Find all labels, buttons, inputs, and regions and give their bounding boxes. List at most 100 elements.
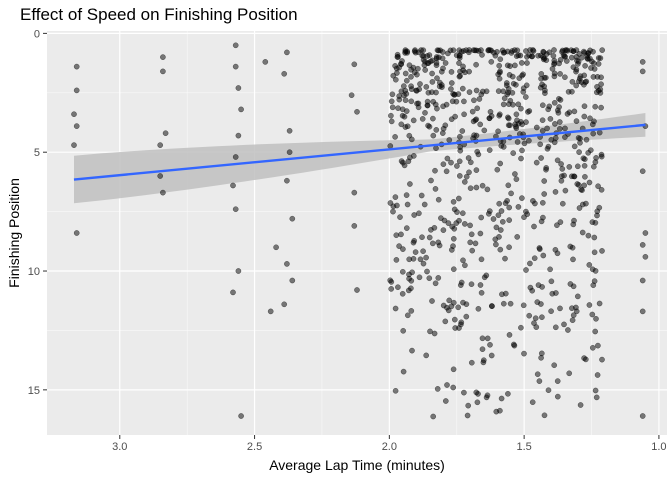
data-point bbox=[403, 225, 410, 231]
data-point bbox=[450, 366, 457, 373]
data-point bbox=[417, 81, 423, 87]
data-point bbox=[443, 168, 450, 175]
data-point bbox=[398, 60, 404, 67]
data-point bbox=[406, 256, 413, 263]
data-point bbox=[423, 254, 429, 261]
data-point bbox=[426, 234, 433, 241]
data-point bbox=[392, 134, 398, 140]
data-point bbox=[505, 390, 511, 397]
data-point bbox=[506, 332, 513, 338]
data-point bbox=[547, 266, 553, 273]
data-point bbox=[598, 104, 604, 111]
data-point bbox=[567, 243, 574, 250]
data-point bbox=[473, 167, 480, 173]
data-point bbox=[462, 262, 468, 269]
data-point bbox=[424, 268, 430, 275]
data-point bbox=[464, 412, 471, 419]
data-point bbox=[235, 85, 242, 91]
data-point bbox=[389, 104, 396, 111]
data-point bbox=[500, 101, 507, 108]
data-point bbox=[399, 290, 406, 297]
data-point bbox=[400, 368, 407, 375]
data-point bbox=[558, 161, 564, 167]
data-point bbox=[478, 47, 484, 53]
data-point bbox=[286, 149, 293, 156]
data-point bbox=[571, 143, 578, 150]
data-point bbox=[485, 210, 492, 217]
data-point bbox=[539, 117, 546, 124]
data-point bbox=[518, 155, 524, 162]
data-point bbox=[431, 330, 438, 337]
data-point bbox=[478, 214, 485, 221]
data-point bbox=[552, 121, 558, 127]
data-point bbox=[539, 314, 545, 321]
data-point bbox=[407, 154, 413, 161]
data-point bbox=[559, 166, 566, 172]
data-point bbox=[394, 51, 401, 58]
data-point bbox=[452, 325, 459, 331]
data-point bbox=[473, 184, 480, 191]
data-point bbox=[554, 157, 561, 164]
data-point bbox=[430, 132, 437, 139]
data-point bbox=[526, 137, 532, 144]
data-point bbox=[579, 229, 586, 236]
data-point bbox=[595, 61, 602, 67]
data-point bbox=[487, 47, 493, 53]
data-point bbox=[454, 163, 460, 169]
data-point bbox=[508, 50, 515, 56]
data-point bbox=[424, 53, 431, 59]
data-point bbox=[433, 89, 439, 96]
data-point bbox=[515, 204, 522, 210]
data-point bbox=[434, 386, 441, 392]
data-point bbox=[504, 197, 510, 204]
data-point bbox=[577, 135, 583, 142]
data-point bbox=[499, 291, 505, 298]
data-point bbox=[262, 59, 269, 65]
data-point bbox=[398, 88, 405, 95]
data-point bbox=[503, 80, 510, 86]
data-point bbox=[73, 123, 80, 129]
data-point bbox=[448, 80, 455, 86]
data-point bbox=[541, 191, 548, 197]
data-point bbox=[506, 72, 513, 78]
data-point bbox=[457, 147, 464, 154]
data-point bbox=[450, 198, 457, 205]
data-point bbox=[71, 142, 77, 148]
data-point bbox=[474, 105, 481, 112]
data-point bbox=[418, 192, 425, 199]
data-point bbox=[232, 63, 239, 70]
data-point bbox=[573, 82, 580, 89]
data-point bbox=[459, 128, 466, 134]
data-point bbox=[557, 219, 564, 225]
data-point bbox=[390, 72, 397, 79]
data-point bbox=[414, 71, 420, 78]
data-point bbox=[494, 166, 501, 173]
data-point bbox=[434, 75, 440, 82]
data-point bbox=[404, 201, 411, 208]
data-point bbox=[437, 47, 444, 54]
data-point bbox=[505, 182, 512, 189]
data-point bbox=[440, 65, 446, 72]
data-point bbox=[596, 300, 603, 307]
y-tick-label: 15 bbox=[28, 385, 40, 397]
x-tick-label: 1.0 bbox=[651, 441, 666, 453]
x-tick-label: 3.0 bbox=[112, 441, 127, 453]
data-point bbox=[548, 136, 555, 143]
data-point bbox=[450, 235, 457, 242]
data-point bbox=[639, 413, 646, 419]
data-point bbox=[538, 301, 544, 307]
data-point bbox=[511, 342, 518, 349]
data-point bbox=[562, 53, 568, 60]
data-point bbox=[478, 256, 485, 263]
data-point bbox=[557, 56, 564, 63]
data-point bbox=[404, 123, 411, 130]
data-point bbox=[397, 214, 403, 220]
data-point bbox=[472, 240, 479, 247]
data-point bbox=[483, 272, 490, 279]
data-point bbox=[582, 62, 588, 69]
data-point bbox=[594, 208, 601, 215]
data-point bbox=[281, 70, 288, 77]
data-point bbox=[505, 114, 511, 121]
data-point bbox=[348, 92, 355, 99]
data-point bbox=[406, 275, 412, 282]
